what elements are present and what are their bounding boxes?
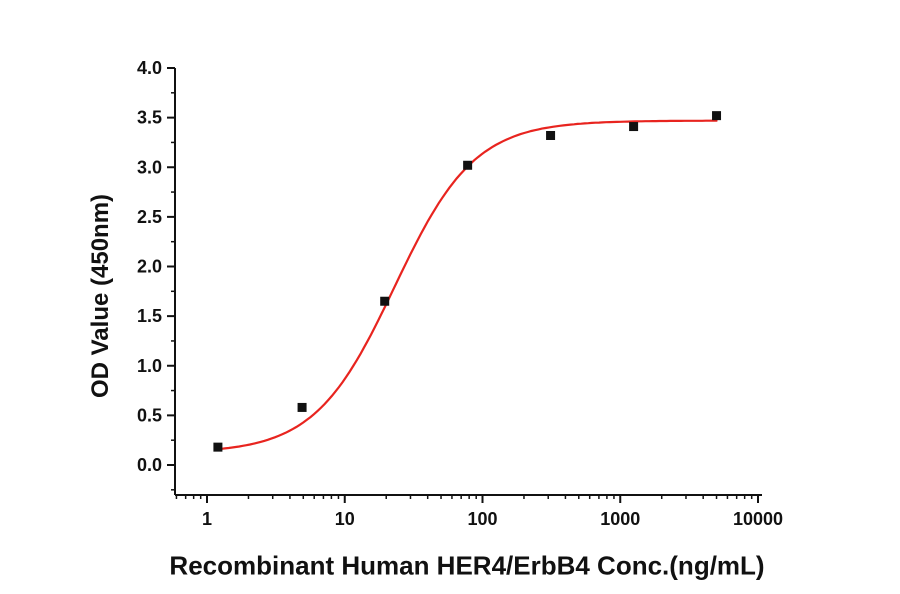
- svg-text:2.5: 2.5: [137, 207, 162, 227]
- svg-text:100: 100: [467, 509, 497, 529]
- svg-text:4.0: 4.0: [137, 58, 162, 78]
- svg-text:1000: 1000: [600, 509, 640, 529]
- svg-text:1.0: 1.0: [137, 356, 162, 376]
- svg-text:0.0: 0.0: [137, 455, 162, 475]
- svg-text:10000: 10000: [733, 509, 783, 529]
- svg-text:2.0: 2.0: [137, 257, 162, 277]
- svg-text:10: 10: [335, 509, 355, 529]
- svg-text:1.5: 1.5: [137, 306, 162, 326]
- svg-text:3.0: 3.0: [137, 157, 162, 177]
- svg-text:1: 1: [202, 509, 212, 529]
- y-axis-title: OD Value (450nm): [87, 193, 114, 399]
- svg-text:0.5: 0.5: [137, 405, 162, 425]
- x-axis-title: Recombinant Human HER4/ErbB4 Conc.(ng/mL…: [169, 550, 765, 581]
- svg-text:3.5: 3.5: [137, 108, 162, 128]
